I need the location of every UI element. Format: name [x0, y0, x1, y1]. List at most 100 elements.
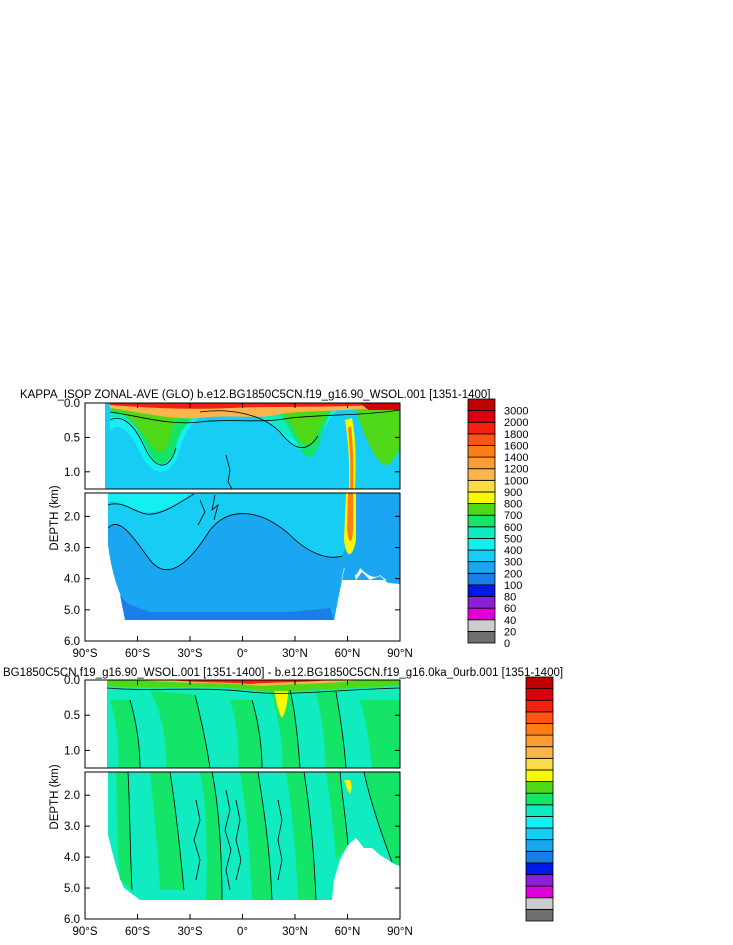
field2-surface-red	[170, 680, 330, 684]
colorbar-box	[467, 584, 496, 597]
field-lower-contours	[107, 493, 343, 571]
colorbar-label: 2000	[504, 417, 528, 429]
field2-green-l6	[326, 772, 348, 860]
field2-yellow-60n	[344, 780, 352, 794]
colorbar-label: 1800	[504, 429, 528, 441]
colorbar-label: 100	[504, 580, 522, 592]
field2-green-c	[230, 700, 262, 768]
colorbar-box	[467, 596, 496, 609]
panel-2-axes: 90°S 60°S 30°S 0° 30°N 60°N 90°N 0.0 0.5 1.0 2.0 3.…	[49, 675, 413, 938]
y-tick-label: 2.0	[64, 511, 80, 523]
colorbar-box	[467, 549, 496, 563]
field2-green-l1	[116, 772, 132, 890]
panel-1-colorbar: 0204060801002003004005006007008009001000…	[467, 398, 528, 650]
colorbar-box	[525, 804, 554, 817]
colorbar-box	[525, 723, 554, 736]
y-tick-label: 6.0	[64, 636, 80, 648]
panel-2-title: BG1850C5CN.f19_g16.90_WSOL.001 [1351-140…	[3, 667, 563, 679]
colorbar-box	[467, 561, 496, 574]
colorbar-box	[525, 874, 554, 887]
field-surface-red	[110, 403, 400, 409]
colorbar-label: 600	[504, 522, 522, 534]
colorbar-box	[525, 711, 554, 724]
field-land-nh-shape	[334, 566, 400, 621]
x-tick-label: 60°N	[335, 926, 361, 938]
colorbar-box	[467, 619, 496, 632]
colorbar-box	[467, 456, 496, 470]
colorbar-box	[525, 885, 554, 899]
colorbar-box	[525, 839, 554, 852]
colorbar-label: 20	[504, 626, 516, 638]
colorbar-label: 800	[504, 499, 522, 511]
colorbar-label: 1400	[504, 452, 528, 464]
colorbar-label: 700	[504, 510, 522, 522]
colorbar-label: 0	[504, 638, 510, 650]
colorbar-label: 60	[504, 603, 516, 615]
colorbar-box	[525, 897, 554, 910]
colorbar-label: 40	[504, 615, 516, 627]
y-tick-label: 5.0	[64, 605, 80, 617]
colorbar-box	[525, 862, 554, 875]
colorbar-box	[525, 769, 554, 782]
panel-1-lower-field	[107, 493, 400, 641]
y-tick-label: 0.5	[64, 710, 80, 722]
colorbar-box	[467, 526, 496, 539]
y-tick-label: 1.0	[64, 745, 80, 757]
colorbar-box	[525, 908, 554, 922]
colorbar-label: 1000	[504, 475, 528, 487]
field2-green-l7	[364, 772, 400, 866]
y-axis-label: DEPTH (km)	[49, 764, 61, 829]
panel-2-colorbar	[525, 676, 554, 922]
field2-green-d	[270, 690, 300, 768]
colorbar-label: 200	[504, 568, 522, 580]
x-tick-label: 30°N	[282, 926, 308, 938]
colorbar-box	[467, 468, 496, 481]
y-tick-label: 2.0	[64, 790, 80, 802]
y-tick-label: 4.0	[64, 574, 80, 586]
field-800-nh	[276, 403, 336, 445]
y-tick-label: 0.5	[64, 432, 80, 444]
field2-lower-contours	[127, 772, 393, 901]
colorbar-box	[525, 781, 554, 794]
x-tick-label: 60°S	[125, 926, 150, 938]
x-tick-label: 90°S	[72, 648, 97, 660]
x-tick-label: 90°N	[387, 648, 413, 660]
colorbar-box	[467, 479, 496, 493]
panel-2-lower-field	[108, 772, 400, 901]
colorbar-box	[467, 410, 496, 423]
field2-contours	[106, 687, 400, 768]
field2-green-l4	[240, 772, 272, 900]
colorbar-box	[525, 816, 554, 829]
colorbar-label: 3000	[504, 406, 528, 418]
colorbar-box	[525, 676, 554, 690]
field-land-nh	[334, 580, 400, 641]
y-tick-label: 1.0	[64, 467, 80, 479]
colorbar-box	[525, 850, 554, 864]
x-tick-label: 0°	[237, 648, 248, 660]
colorbar-box	[467, 538, 496, 551]
colorbar-box	[525, 746, 554, 759]
panel-1-title: KAPPA_ISOP ZONAL-AVE (GLO) b.e12.BG1850C…	[20, 389, 490, 401]
colorbar-label: 1200	[504, 464, 528, 476]
field-400-shallow	[108, 493, 190, 513]
y-tick-label: 3.0	[64, 821, 80, 833]
y-tick-label: 6.0	[64, 914, 80, 926]
colorbar-label: 400	[504, 545, 522, 557]
panel-1: KAPPA_ISOP ZONAL-AVE (GLO) b.e12.BG1850C…	[20, 389, 528, 660]
x-tick-label: 30°S	[177, 926, 202, 938]
colorbar-box	[467, 421, 496, 435]
x-tick-label: 60°S	[125, 648, 150, 660]
colorbar-box	[525, 757, 554, 771]
panel-1-upper-field	[105, 403, 400, 489]
field-nh-green	[356, 410, 400, 465]
field-contours	[109, 409, 400, 489]
field2-yellow-25n	[274, 690, 288, 718]
x-tick-label: 30°N	[282, 648, 308, 660]
colorbar-box	[525, 688, 554, 701]
y-tick-label: 5.0	[64, 883, 80, 895]
colorbar-label: 500	[504, 533, 522, 545]
colorbar-label: 1600	[504, 440, 528, 452]
colorbar-box	[467, 491, 496, 504]
colorbar-box	[467, 607, 496, 621]
field2-green-a	[110, 700, 140, 768]
